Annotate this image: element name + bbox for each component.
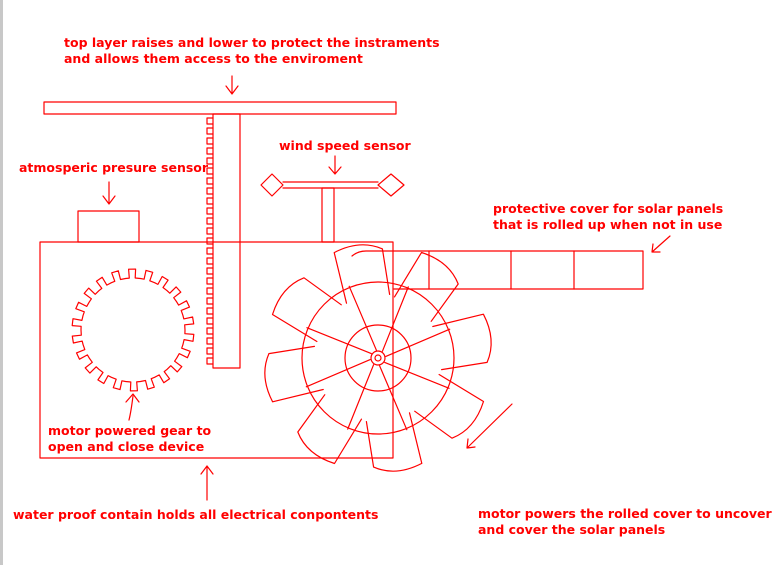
fan-blade xyxy=(271,277,342,343)
fan-blade xyxy=(297,394,363,465)
arrow-solar-cover xyxy=(651,235,671,253)
fan-spoke xyxy=(384,361,450,389)
wind-sensor-label: wind speed sensor xyxy=(279,138,412,153)
arrow-top-layer xyxy=(225,75,239,95)
pointer-arrows xyxy=(102,75,671,501)
fan-blade xyxy=(365,412,423,472)
fan-blade xyxy=(264,345,324,403)
wind-speed-sensor xyxy=(260,173,405,243)
fan-inner-ring xyxy=(344,324,412,392)
solar-cover-strip xyxy=(351,250,644,290)
rack-post xyxy=(212,113,241,369)
fan-axle xyxy=(374,354,382,362)
rolled-cover-fan xyxy=(264,244,492,472)
fan-spoke xyxy=(306,327,372,355)
fan-hub xyxy=(370,350,386,366)
rack-teeth xyxy=(206,117,214,365)
solar-cover-label: protective cover for solar panels that is… xyxy=(493,201,723,232)
container-label: water proof contain holds all electrical… xyxy=(13,507,378,522)
fan-blade xyxy=(333,244,391,304)
drive-gear xyxy=(71,268,195,392)
container-box xyxy=(39,241,394,459)
arrow-wind-sensor xyxy=(328,155,342,175)
top-layer-label: top layer raises and lower to protect th… xyxy=(64,35,440,66)
fan-spoke xyxy=(381,286,409,352)
fan-blade xyxy=(393,251,459,322)
fan-outer-ring xyxy=(301,281,455,435)
arrow-cover-motor xyxy=(466,403,513,449)
top-layer-plate xyxy=(43,101,397,115)
pressure-sensor-label: atmosperic presure sensor xyxy=(19,160,209,175)
pressure-sensor-box xyxy=(77,210,140,243)
left-edge-rule xyxy=(0,0,3,565)
fan-spoke xyxy=(385,328,451,357)
fan-spoke xyxy=(347,364,375,430)
arrow-container xyxy=(200,465,214,501)
fan-blade xyxy=(432,313,492,371)
arrow-pressure-sensor xyxy=(102,181,116,205)
fan-blade xyxy=(414,373,485,439)
fan-spoke xyxy=(348,285,377,351)
cover-motor-label: motor powers the rolled cover to uncover… xyxy=(478,506,772,537)
arrow-gear xyxy=(125,393,140,421)
gear-label: motor powered gear to open and close devi… xyxy=(48,423,212,454)
fan-spoke xyxy=(379,365,408,431)
fan-spoke xyxy=(305,359,371,388)
